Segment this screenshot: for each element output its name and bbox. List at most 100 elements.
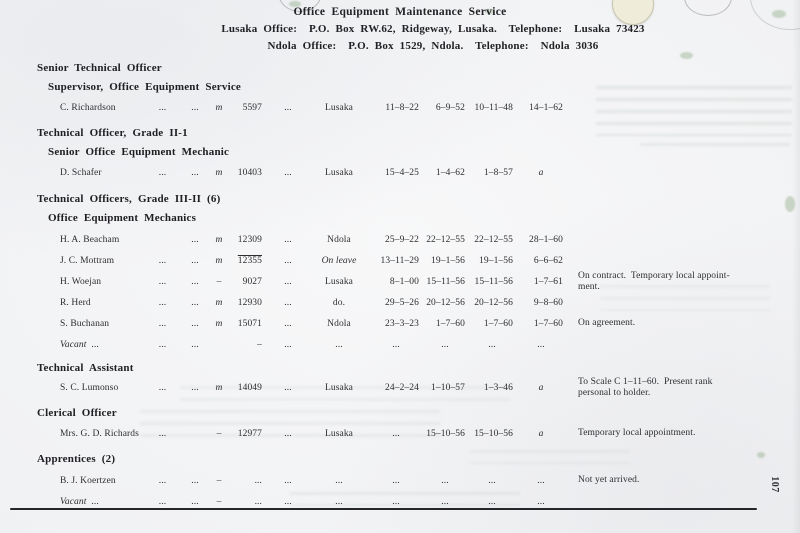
cell-station: Ndola bbox=[327, 318, 351, 329]
cell-date-col-3: 1–7–60 bbox=[483, 318, 513, 329]
cell-station: Lusaka bbox=[324, 167, 354, 178]
cell-notes: To Scale C 1–11–60. Present rank persona… bbox=[578, 376, 713, 398]
cell-name: C. Richardson bbox=[60, 102, 116, 113]
cell-name: Mrs. G. D. Richards bbox=[60, 428, 139, 439]
staff-row: S. C. Lumonso...... m 14049... Lusaka 24–2–2… bbox=[60, 377, 795, 398]
cell-date-col-4: ... bbox=[537, 339, 545, 350]
cell-date-col-2: ... bbox=[441, 475, 449, 486]
cell-leader-dots: ... bbox=[158, 428, 167, 439]
cell-leader-dots: ... bbox=[284, 234, 292, 245]
cell-leader-dots: ... bbox=[191, 318, 199, 329]
staff-row: B. J. Koertzen...... –...................… bbox=[60, 470, 795, 491]
staff-row: Mrs. G. D. Richards... – 12977... Lusaka...… bbox=[60, 423, 795, 444]
cell-station: Lusaka bbox=[324, 102, 354, 113]
cell-name: D. Schafer bbox=[60, 167, 102, 178]
cell-date-col-3: 22–12–55 bbox=[474, 234, 513, 245]
rank-heading: Senior Technical Officer bbox=[37, 62, 162, 74]
cell-date-col-4: 1–7–61 bbox=[533, 276, 563, 287]
service-title: Office Equipment Maintenance Service bbox=[293, 6, 507, 18]
cell-leader-dots: ... bbox=[191, 276, 199, 287]
cell-date-col-1: 13–11–29 bbox=[380, 255, 419, 266]
cell-marital-status: – bbox=[216, 428, 222, 439]
cell-staff-number: 9027 bbox=[242, 276, 262, 287]
scan-smudge bbox=[772, 10, 786, 18]
cell-date-col-3: 10–11–48 bbox=[474, 102, 513, 113]
cell-station: On leave bbox=[321, 255, 357, 266]
rank-heading: Technical Officer, Grade II-1 bbox=[37, 127, 188, 139]
staff-table: S. C. Lumonso...... m 14049... Lusaka 24–2–2… bbox=[60, 377, 795, 398]
staff-table: D. Schafer...... m 10403... Lusaka 15–4–25 1–… bbox=[60, 162, 795, 183]
staff-row: R. Herd...... m 12930... do. 29–5–26 20–12–56… bbox=[60, 292, 795, 313]
staff-row: J. C. Mottram...... m 12355... On leave 13–1… bbox=[60, 250, 795, 271]
cell-leader-dots: ... bbox=[284, 428, 292, 439]
rank-heading: Technical Assistant bbox=[37, 362, 134, 374]
cell-leader-dots: ... bbox=[284, 276, 292, 287]
cell-date-col-4: ... bbox=[537, 496, 545, 507]
scan-smudge bbox=[757, 452, 765, 458]
scan-smudge bbox=[485, 9, 494, 14]
staff-table: B. J. Koertzen...... –...................… bbox=[60, 470, 795, 512]
cell-staff-number: 12977 bbox=[237, 428, 262, 439]
staff-table: Mrs. G. D. Richards... – 12977... Lusaka...… bbox=[60, 423, 795, 444]
cell-date-col-4: a bbox=[538, 428, 544, 439]
cell-marital-status: – bbox=[216, 475, 222, 486]
cell-notes: Not yet arrived. bbox=[578, 475, 640, 485]
cell-leader-dots: ... bbox=[284, 255, 292, 266]
cell-leader-dots: ... bbox=[191, 297, 199, 308]
cell-leader-dots: ... bbox=[158, 475, 167, 486]
scan-smudge bbox=[680, 52, 693, 59]
cell-staff-number: – bbox=[257, 339, 262, 350]
cell-leader-dots: ... bbox=[284, 475, 292, 486]
cell-date-col-2: 19–1–56 bbox=[431, 255, 465, 266]
cell-leader-dots: ... bbox=[158, 297, 167, 308]
scan-smudge bbox=[289, 1, 301, 7]
cell-station: Lusaka bbox=[324, 382, 354, 393]
cell-date-col-2: 1–7–60 bbox=[435, 318, 465, 329]
staff-table: C. Richardson...... m 5597... Lusaka 11–8–22… bbox=[60, 97, 795, 118]
cell-name: H. Woejan bbox=[60, 276, 102, 287]
cell-leader-dots: ... bbox=[158, 255, 167, 266]
cell-name: R. Herd bbox=[60, 297, 91, 308]
cell-leader-dots: ... bbox=[191, 255, 199, 266]
staff-table: H. A. Beacham... m 12309... Ndola 25–9–22 22–… bbox=[60, 229, 795, 355]
cell-station: ... bbox=[335, 496, 343, 507]
cell-date-col-4: 14–1–62 bbox=[529, 102, 563, 113]
cell-leader-dots: ... bbox=[191, 339, 199, 350]
cell-leader-dots: ... bbox=[284, 167, 292, 178]
cell-date-col-2: 15–11–56 bbox=[426, 276, 465, 287]
cell-date-col-3: ... bbox=[488, 339, 496, 350]
cell-leader-dots: ... bbox=[191, 496, 199, 507]
cell-leader-dots: ... bbox=[158, 382, 167, 393]
cell-staff-number: 15071 bbox=[237, 318, 262, 329]
cell-date-col-1: 24–2–24 bbox=[385, 382, 419, 393]
cell-marital-status: m bbox=[215, 167, 223, 178]
cell-date-col-2: 6–9–52 bbox=[435, 102, 465, 113]
cell-date-col-1: 29–5–26 bbox=[385, 297, 419, 308]
cell-marital-status: m bbox=[215, 102, 223, 113]
cell-date-col-1: 15–4–25 bbox=[385, 167, 419, 178]
post-heading: Office Equipment Mechanics bbox=[48, 212, 197, 224]
rank-heading: Clerical Officer bbox=[37, 407, 117, 419]
cell-date-col-3: 20–12–56 bbox=[474, 297, 513, 308]
lusaka-office-line: Lusaka Office: P.O. Box RW.62, Ridgeway,… bbox=[221, 23, 645, 35]
cell-date-col-4: 28–1–60 bbox=[529, 234, 563, 245]
cell-staff-number: ... bbox=[254, 496, 262, 507]
cell-date-col-2: 1–4–62 bbox=[435, 167, 465, 178]
cell-leader-dots: ... bbox=[158, 276, 167, 287]
cell-date-col-3: 1–8–57 bbox=[483, 167, 513, 178]
cell-station: ... bbox=[335, 339, 343, 350]
cell-date-col-3: 1–3–46 bbox=[483, 382, 513, 393]
cell-date-col-2: ... bbox=[441, 496, 449, 507]
cell-date-col-2: 1–10–57 bbox=[431, 382, 465, 393]
cell-leader-dots: ... bbox=[158, 496, 167, 507]
staff-row: Vacant ......... –..................... bbox=[60, 491, 795, 512]
cell-date-col-1: ... bbox=[392, 475, 400, 486]
cell-date-col-3: 19–1–56 bbox=[479, 255, 513, 266]
cell-date-col-4: ... bbox=[537, 475, 545, 486]
staff-row: S. Buchanan...... m 15071... Ndola 23–3–23 1–… bbox=[60, 313, 795, 334]
cell-station: ... bbox=[335, 475, 343, 486]
staff-row: C. Richardson...... m 5597... Lusaka 11–8–22… bbox=[60, 97, 795, 118]
staff-row: D. Schafer...... m 10403... Lusaka 15–4–25 1–… bbox=[60, 162, 795, 183]
cell-leader-dots: ... bbox=[191, 167, 199, 178]
